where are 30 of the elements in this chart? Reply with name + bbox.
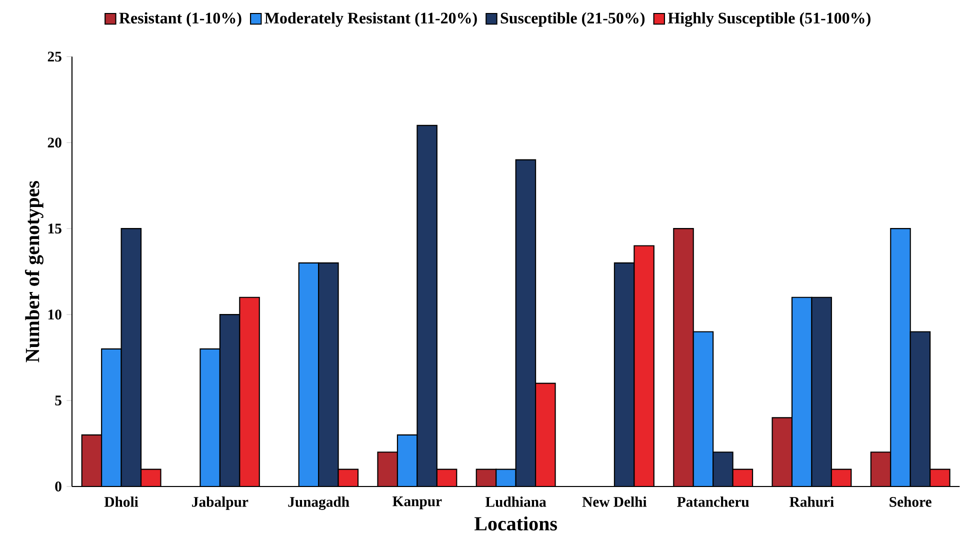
y-tick-label: 20 bbox=[48, 138, 62, 148]
bar bbox=[378, 452, 398, 486]
bar bbox=[634, 246, 654, 486]
x-tick-label: Kanpur bbox=[392, 496, 442, 510]
legend-label: Highly Susceptible (51-100%) bbox=[668, 12, 870, 27]
bar bbox=[674, 228, 694, 486]
bar bbox=[930, 468, 950, 486]
y-tick-label: 15 bbox=[48, 224, 62, 234]
legend-label: Moderately Resistant (11-20%) bbox=[264, 12, 477, 27]
x-tick-label: Rahuri bbox=[790, 496, 834, 507]
x-tick-label: Ludhiana bbox=[486, 496, 546, 507]
bar bbox=[536, 383, 556, 486]
y-tick-label: 5 bbox=[55, 396, 62, 406]
x-tick-label: Patancheru bbox=[677, 496, 749, 507]
x-tick-label: Junagadh bbox=[288, 496, 350, 510]
x-tick-label: Sehore bbox=[890, 496, 932, 507]
y-tick-label: 25 bbox=[48, 52, 62, 62]
bar bbox=[240, 297, 260, 486]
legend-label: Susceptible (21-50%) bbox=[500, 12, 645, 27]
x-axis-title: Locations bbox=[474, 516, 557, 530]
legend-label: Resistant (1-10%) bbox=[119, 12, 242, 27]
y-tick-label: 10 bbox=[48, 310, 62, 320]
x-tick-label: Dholi bbox=[104, 496, 138, 507]
x-tick-label: Jabalpur bbox=[192, 496, 248, 510]
bar bbox=[870, 452, 892, 486]
bar bbox=[82, 434, 102, 486]
x-tick-label: New Delhi bbox=[582, 496, 647, 507]
y-axis-title: Number of genotypes bbox=[24, 180, 44, 362]
bar bbox=[772, 418, 792, 486]
y-tick-label: 0 bbox=[55, 481, 62, 492]
